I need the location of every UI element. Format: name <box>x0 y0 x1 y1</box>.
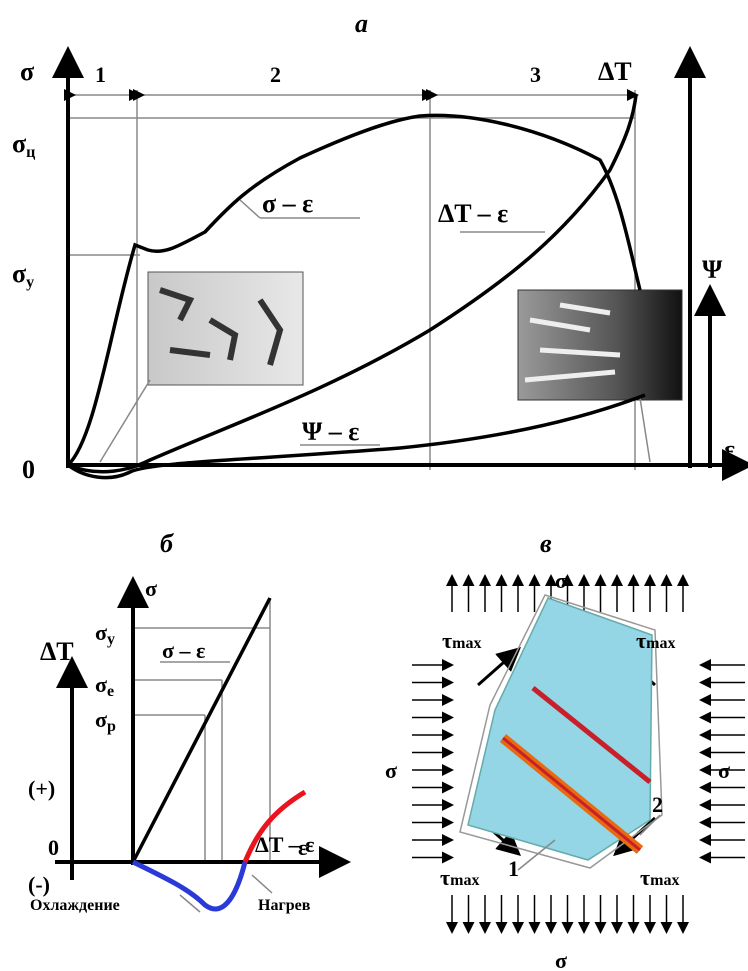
panel-label: в <box>540 529 552 558</box>
curve-label: σ – ε <box>262 189 313 218</box>
leader <box>240 200 260 218</box>
stage-label: 3 <box>530 62 541 87</box>
axis-label: σ <box>20 57 34 86</box>
curve-label: Ψ – ε <box>302 417 359 446</box>
stress-label: σ <box>555 948 567 971</box>
zone-label: Нагрев <box>258 897 311 914</box>
curve-label: σ – ε <box>162 638 205 663</box>
crystal <box>468 598 652 860</box>
sign-label: (+) <box>28 776 55 801</box>
stage-label: 1 <box>95 62 106 87</box>
panel-b: б σ ΔT ε σy σe σp (+) 0 (-) σ – ε ΔT – ε… <box>28 529 335 914</box>
shear-label: τmax <box>442 628 481 653</box>
panel-label: б <box>160 529 174 558</box>
leader <box>640 398 650 462</box>
panel-label: а <box>355 9 368 38</box>
axis-label: σ <box>145 576 157 601</box>
band-label: 2 <box>652 792 663 817</box>
panel-c: в σ σ σ σ τmax τmax τmax τmax 1 2 <box>385 529 745 971</box>
level-label: σy <box>95 620 115 648</box>
figure: а σ ΔT Ψ ε 0 1 2 3 σц σy σ – ε ΔT – ε Ψ … <box>0 0 748 971</box>
level-label: σe <box>95 672 114 700</box>
stress-label: σ <box>385 758 397 783</box>
curve-label: ΔT – ε <box>255 832 314 857</box>
level-label: σp <box>95 707 116 735</box>
axis-label: ε <box>724 435 735 464</box>
stress-label: σ <box>718 758 730 783</box>
axis-label: ΔT <box>40 637 74 666</box>
zone-label: Охлаждение <box>30 897 120 914</box>
stage-label: 2 <box>270 62 281 87</box>
level-label: σц <box>12 129 35 161</box>
micrograph <box>518 290 682 400</box>
shear-label: τmax <box>440 865 479 890</box>
sign-label: (-) <box>28 872 50 897</box>
axis-label: Ψ <box>702 255 723 284</box>
panel-a: а σ ΔT Ψ ε 0 1 2 3 σц σy σ – ε ΔT – ε Ψ … <box>12 9 738 484</box>
stress-label: σ <box>555 568 567 593</box>
origin-label: 0 <box>22 455 35 484</box>
level-label: σy <box>12 259 34 291</box>
shear-label: τmax <box>640 865 679 890</box>
curve-label: ΔT – ε <box>438 199 508 228</box>
band-label: 1 <box>508 856 519 881</box>
leader <box>252 875 272 893</box>
leader <box>100 380 150 462</box>
axis-label: ΔT <box>598 57 632 86</box>
sign-label: 0 <box>48 835 59 860</box>
